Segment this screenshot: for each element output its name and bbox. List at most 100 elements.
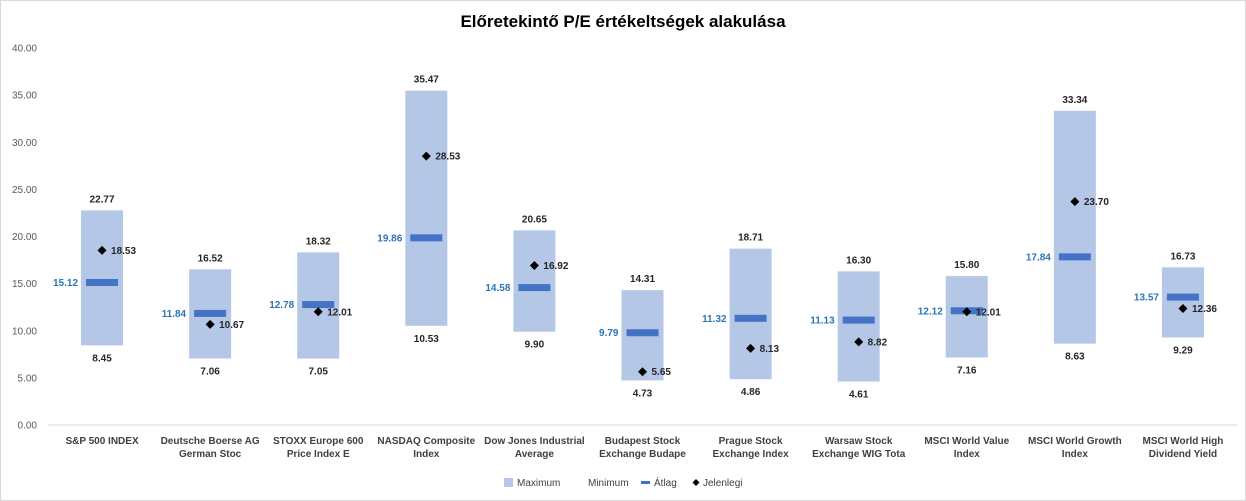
min-value-label: 10.53 (414, 334, 439, 345)
min-value-label: 4.73 (633, 388, 653, 399)
average-value-label: 13.57 (1134, 293, 1159, 304)
current-marker (746, 343, 756, 353)
range-bar (513, 230, 556, 332)
average-value-label: 11.32 (702, 314, 727, 325)
current-marker (1178, 304, 1188, 314)
min-value-label: 8.45 (92, 353, 112, 364)
average-value-label: 15.12 (53, 278, 78, 289)
range-bar (729, 248, 772, 380)
current-value-label: 18.53 (111, 246, 136, 257)
current-value-label: 16.92 (543, 261, 568, 272)
legend-maximum-swatch (504, 478, 513, 487)
category-label: Index (1062, 449, 1089, 460)
average-value-label: 12.12 (918, 306, 943, 317)
category-label: Deutsche Boerse AG (161, 436, 260, 447)
min-value-label: 9.90 (525, 340, 545, 351)
current-value-label: 12.01 (327, 307, 352, 318)
category-label: Price Index E (287, 449, 350, 460)
max-value-label: 18.71 (738, 233, 763, 244)
max-value-label: 20.65 (522, 214, 547, 225)
max-value-label: 15.80 (954, 260, 979, 271)
legend-average-label: Átlag (654, 476, 677, 489)
category-label: Exchange Budape (599, 449, 686, 460)
max-value-label: 33.34 (1062, 95, 1087, 106)
average-marker (86, 278, 119, 286)
average-value-label: 11.13 (810, 316, 835, 327)
max-value-label: 16.73 (1170, 251, 1195, 262)
range-bar (1053, 110, 1096, 344)
category-label: German Stoc (179, 449, 242, 460)
average-value-label: 9.79 (599, 328, 619, 339)
range-bar (405, 90, 448, 326)
min-value-label: 4.86 (741, 387, 761, 398)
legend-minimum-label: Minimum (588, 478, 629, 489)
y-tick-label: 35.00 (12, 91, 37, 102)
category-label: Exchange Index (713, 449, 790, 460)
current-value-label: 12.36 (1192, 304, 1217, 315)
current-value-label: 5.65 (652, 367, 672, 378)
category-label: S&P 500 INDEX (65, 436, 139, 447)
average-value-label: 19.86 (377, 233, 402, 244)
y-tick-label: 0.00 (18, 421, 38, 432)
min-value-label: 7.05 (308, 367, 328, 378)
category-label: Average (515, 449, 555, 460)
current-marker (962, 307, 972, 317)
average-marker (734, 314, 767, 322)
current-value-label: 12.01 (976, 307, 1001, 318)
max-value-label: 16.30 (846, 255, 871, 266)
min-value-label: 7.06 (200, 366, 220, 377)
legend-current-label: Jelenlegi (703, 478, 742, 489)
current-marker (313, 307, 323, 317)
current-marker (854, 337, 864, 347)
range-bar (81, 210, 124, 346)
category-label: Dividend Yield (1149, 449, 1217, 460)
y-tick-label: 25.00 (12, 185, 37, 196)
average-marker (302, 301, 335, 309)
category-label: Dow Jones Industrial (484, 436, 585, 447)
category-label: Exchange WIG Tota (812, 449, 906, 460)
current-marker (205, 319, 215, 329)
average-value-label: 12.78 (269, 300, 294, 311)
max-value-label: 35.47 (414, 75, 439, 86)
average-marker (194, 309, 227, 317)
category-label: MSCI World Growth (1028, 436, 1122, 447)
current-marker (1070, 197, 1080, 207)
current-value-label: 28.53 (435, 152, 460, 163)
range-bar (945, 276, 988, 358)
legend-current-swatch (692, 479, 700, 486)
average-value-label: 17.84 (1026, 252, 1051, 263)
average-marker (842, 316, 875, 324)
average-marker (1058, 253, 1091, 261)
average-marker (410, 234, 443, 242)
range-bar (1161, 267, 1204, 338)
category-label: STOXX Europe 600 (273, 436, 364, 447)
current-marker (97, 245, 107, 255)
category-label: Prague Stock (719, 436, 783, 447)
y-tick-label: 20.00 (12, 232, 37, 243)
min-value-label: 9.29 (1173, 345, 1193, 356)
legend-average-swatch (641, 481, 650, 484)
current-value-label: 10.67 (219, 320, 244, 331)
category-label: MSCI World High (1142, 436, 1223, 447)
current-value-label: 8.82 (868, 337, 888, 348)
average-value-label: 14.58 (485, 283, 510, 294)
y-tick-label: 10.00 (12, 326, 37, 337)
average-marker (626, 329, 659, 337)
current-value-label: 23.70 (1084, 197, 1109, 208)
range-bar (837, 271, 880, 382)
average-marker (518, 284, 551, 292)
current-marker (638, 367, 647, 377)
y-tick-label: 40.00 (12, 44, 37, 55)
category-label: NASDAQ Composite (377, 436, 475, 447)
min-value-label: 4.61 (849, 390, 869, 401)
current-marker (529, 261, 539, 271)
average-marker (1166, 293, 1199, 301)
min-value-label: 8.63 (1065, 352, 1085, 363)
y-tick-label: 15.00 (12, 279, 37, 290)
y-tick-label: 30.00 (12, 138, 37, 149)
min-value-label: 7.16 (957, 366, 977, 377)
max-value-label: 14.31 (630, 274, 655, 285)
max-value-label: 16.52 (198, 253, 223, 264)
current-marker (421, 151, 431, 161)
